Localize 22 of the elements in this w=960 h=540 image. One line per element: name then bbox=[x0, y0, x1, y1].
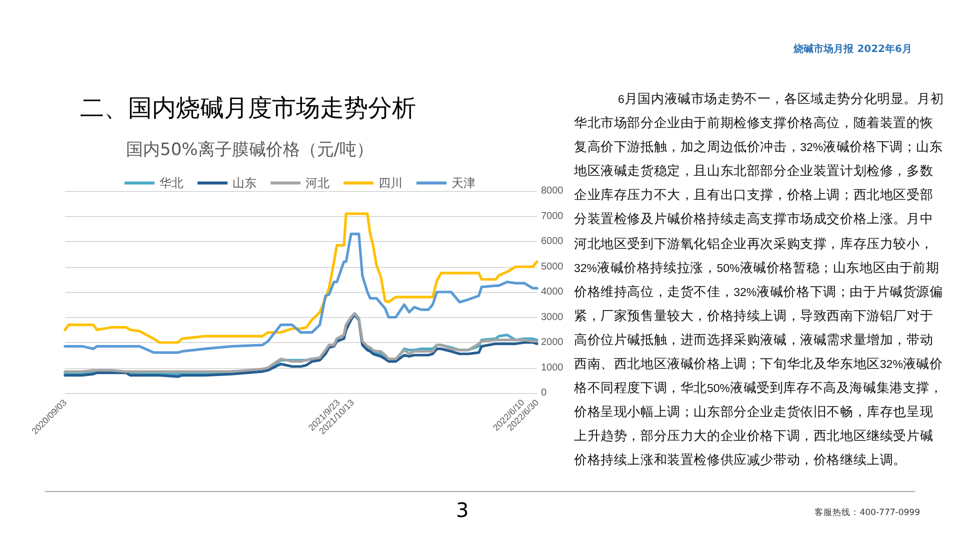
y-tick-label: 2000 bbox=[541, 337, 564, 348]
line-series bbox=[64, 232, 538, 354]
chart-subtitle: 国内50%离子膜碱价格（元/吨） bbox=[126, 139, 374, 161]
legend-label: 天津 bbox=[452, 176, 476, 190]
legend-label: 山东 bbox=[232, 176, 256, 190]
y-tick-label: 0 bbox=[541, 388, 547, 398]
line-series bbox=[64, 212, 538, 344]
text: 客服热线：400-777-0999 bbox=[814, 507, 920, 519]
legend-label: 华北 bbox=[160, 176, 184, 190]
text: 3 bbox=[456, 498, 469, 522]
y-tick-label: 1000 bbox=[541, 362, 564, 374]
y-tick-label: 4000 bbox=[541, 286, 564, 298]
legend-label: 河北 bbox=[306, 176, 330, 190]
y-tick-label: 3000 bbox=[541, 312, 564, 323]
y-tick-label: 7000 bbox=[541, 210, 564, 222]
y-tick-label: 5000 bbox=[541, 261, 564, 272]
chart-title: 二、国内烧碱月度市场走势分析 bbox=[80, 93, 416, 124]
legend-label: 四川 bbox=[378, 176, 402, 190]
y-tick-label: 6000 bbox=[541, 236, 564, 247]
text: 烧碱市场月报 2022年6月 bbox=[794, 42, 912, 56]
text: 6月国内液碱市场走势不一，各区域走势分化明显。月初华北市场部分企业由于前期检修支撑价格高位，随着装置的恢复高价下游抵触，加之周边低价冲击，32%液碱价格下调；山东地区液碱走货稳定，且山东北部部分企业装置计划检修，多数企业库存压力不大，且有出口支撑，价格上调；西北地区受部分装置检修及片碱价格持续走高支撑市场成交价格上涨。月中河北地区受到下游氧化铝企业再次采购支撑，库存压力较小，32%液碱价格持续拉涨，50%液碱价格暂稳；山东地区由于前期价格维持高位，走货不佳，32%液碱价格下调；由于片碱货源偏紧，厂家预售量较大，价格持续上调，导致西南下游铝厂对于高价位片碱抵触，进而选择采购液碱，液碱需求量增加，带动西南、西北地区液碱价格上调；下旬华北及华东地区32%液碱价格不同程度下调，华北50%液碱受到库存不高及海碱集港支撑，价格呈现小幅上调；山东部分企业走货依旧不畅，库存也呈现上升趋势，部分压力大的企业价格下调，西北地区继续受片碱价格持续上涨和装置检修供应减少带动，价格继续上调。 bbox=[574, 92, 944, 468]
y-tick-label: 8000 bbox=[541, 186, 564, 196]
